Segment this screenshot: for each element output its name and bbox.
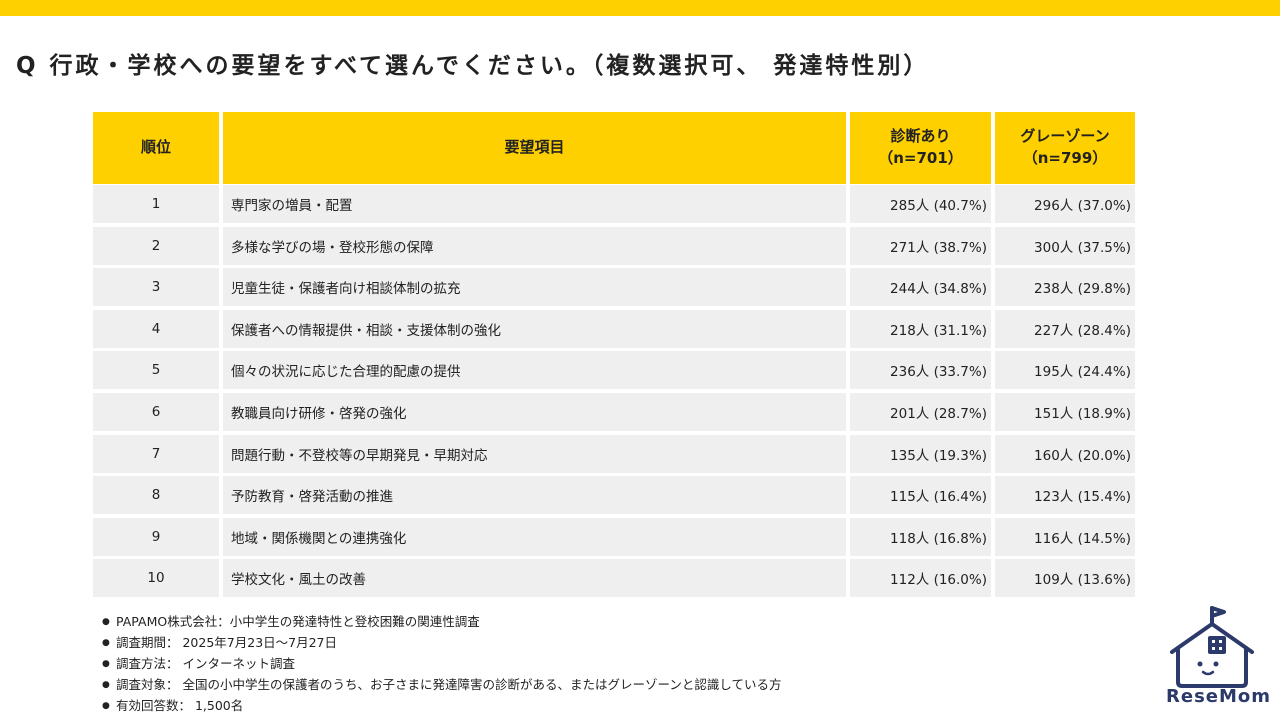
- rank-cell: 9: [93, 517, 219, 556]
- table-row: 8 予防教育・啓発活動の推進 115人 (16.4%) 123人 (15.4%): [93, 476, 1135, 515]
- results-table: 順位 要望項目 診断あり （n=701） グレーゾーン （n=799） 1 専門家…: [93, 112, 1135, 601]
- rank-cell: 1: [93, 185, 219, 223]
- header-grayzone: グレーゾーン （n=799）: [995, 112, 1135, 184]
- header-rank: 順位: [93, 112, 219, 184]
- diagnosed-cell: 112人 (16.0%): [850, 559, 991, 598]
- table-row: 2 多様な学びの場・登校形態の保障 271人 (38.7%) 300人 (37.5%): [93, 226, 1135, 265]
- item-cell: 問題行動・不登校等の早期発見・早期対応: [223, 434, 846, 473]
- table-row: 9 地域・関係機関との連携強化 118人 (16.8%) 116人 (14.5%): [93, 517, 1135, 556]
- note-text: 調査方法： インターネット調査: [116, 655, 295, 671]
- header-item: 要望項目: [223, 112, 846, 184]
- bullet-icon: ●: [102, 658, 110, 669]
- grayzone-cell: 116人 (14.5%): [995, 517, 1135, 556]
- item-cell: 児童生徒・保護者向け相談体制の拡充: [223, 268, 846, 307]
- note-item: ● PAPAMO株式会社：小中学生の発達特性と登校困難の関連性調査: [102, 612, 781, 633]
- note-text: 調査対象： 全国の小中学生の保護者のうち、お子さまに発達障害の診断がある、または…: [116, 676, 782, 692]
- survey-notes: ● PAPAMO株式会社：小中学生の発達特性と登校困難の関連性調査 ● 調査期間： …: [102, 612, 781, 716]
- item-cell: 個々の状況に応じた合理的配慮の提供: [223, 351, 846, 390]
- table-row: 1 専門家の増員・配置 285人 (40.7%) 296人 (37.0%): [93, 185, 1135, 223]
- item-cell: 教職員向け研修・啓発の強化: [223, 392, 846, 431]
- table-row: 7 問題行動・不登校等の早期発見・早期対応 135人 (19.3%) 160人 (20…: [93, 434, 1135, 473]
- rank-cell: 6: [93, 392, 219, 431]
- item-cell: 保護者への情報提供・相談・支援体制の強化: [223, 309, 846, 348]
- diagnosed-cell: 135人 (19.3%): [850, 434, 991, 473]
- rank-cell: 7: [93, 434, 219, 473]
- table-row: 3 児童生徒・保護者向け相談体制の拡充 244人 (34.8%) 238人 (29.8…: [93, 268, 1135, 307]
- item-cell: 予防教育・啓発活動の推進: [223, 476, 846, 515]
- item-cell: 学校文化・風土の改善: [223, 559, 846, 598]
- rank-cell: 5: [93, 351, 219, 390]
- rank-cell: 3: [93, 268, 219, 307]
- page-title: Q 行政・学校への要望をすべて選んでください。（複数選択可、 発達特性別）: [16, 53, 930, 79]
- header-diagnosed-n: （n=701）: [878, 149, 963, 167]
- top-accent-bar: [0, 0, 1280, 16]
- bullet-icon: ●: [102, 637, 110, 648]
- table-header-row: 順位 要望項目 診断あり （n=701） グレーゾーン （n=799）: [93, 112, 1135, 184]
- grayzone-cell: 160人 (20.0%): [995, 434, 1135, 473]
- grayzone-cell: 296人 (37.0%): [995, 185, 1135, 223]
- grayzone-cell: 300人 (37.5%): [995, 226, 1135, 265]
- item-cell: 地域・関係機関との連携強化: [223, 517, 846, 556]
- note-text: PAPAMO株式会社：小中学生の発達特性と登校困難の関連性調査: [116, 614, 480, 629]
- bullet-icon: ●: [102, 700, 110, 711]
- table-row: 10 学校文化・風土の改善 112人 (16.0%) 109人 (13.6%): [93, 559, 1135, 598]
- diagnosed-cell: 218人 (31.1%): [850, 309, 991, 348]
- rank-cell: 4: [93, 309, 219, 348]
- table-body: 1 専門家の増員・配置 285人 (40.7%) 296人 (37.0%) 2 多様な学び…: [93, 185, 1135, 598]
- bullet-icon: ●: [102, 679, 110, 690]
- bullet-icon: ●: [102, 617, 110, 628]
- diagnosed-cell: 285人 (40.7%): [850, 185, 991, 223]
- note-text: 調査期間： 2025年7月23日～7月27日: [116, 634, 338, 650]
- note-item: ● 調査方法： インターネット調査: [102, 654, 781, 675]
- grayzone-cell: 195人 (24.4%): [995, 351, 1135, 390]
- grayzone-cell: 109人 (13.6%): [995, 559, 1135, 598]
- brand-logo-text: ReseMom: [1166, 686, 1272, 707]
- grayzone-cell: 151人 (18.9%): [995, 392, 1135, 431]
- grayzone-cell: 238人 (29.8%): [995, 268, 1135, 307]
- header-diagnosed: 診断あり （n=701）: [850, 112, 991, 184]
- header-grayzone-label: グレーゾーン: [1020, 127, 1110, 146]
- header-grayzone-n: （n=799）: [1022, 149, 1108, 167]
- house-face-logo-icon: [1170, 606, 1254, 688]
- note-item: ● 調査期間： 2025年7月23日～7月27日: [102, 633, 781, 654]
- item-cell: 専門家の増員・配置: [223, 185, 846, 223]
- rank-cell: 2: [93, 226, 219, 265]
- item-cell: 多様な学びの場・登校形態の保障: [223, 226, 846, 265]
- table-row: 4 保護者への情報提供・相談・支援体制の強化 218人 (31.1%) 227人 (2…: [93, 309, 1135, 348]
- table-row: 5 個々の状況に応じた合理的配慮の提供 236人 (33.7%) 195人 (24.4…: [93, 351, 1135, 390]
- header-diagnosed-label: 診断あり: [890, 127, 951, 146]
- diagnosed-cell: 115人 (16.4%): [850, 476, 991, 515]
- grayzone-cell: 123人 (15.4%): [995, 476, 1135, 515]
- diagnosed-cell: 244人 (34.8%): [850, 268, 991, 307]
- rank-cell: 10: [93, 559, 219, 598]
- table-row: 6 教職員向け研修・啓発の強化 201人 (28.7%) 151人 (18.9%): [93, 392, 1135, 431]
- diagnosed-cell: 271人 (38.7%): [850, 226, 991, 265]
- diagnosed-cell: 201人 (28.7%): [850, 392, 991, 431]
- grayzone-cell: 227人 (28.4%): [995, 309, 1135, 348]
- note-item: ● 有効回答数： 1,500名: [102, 696, 781, 717]
- diagnosed-cell: 236人 (33.7%): [850, 351, 991, 390]
- note-item: ● 調査対象： 全国の小中学生の保護者のうち、お子さまに発達障害の診断がある、また…: [102, 675, 781, 696]
- note-text: 有効回答数： 1,500名: [116, 697, 244, 713]
- rank-cell: 8: [93, 476, 219, 515]
- diagnosed-cell: 118人 (16.8%): [850, 517, 991, 556]
